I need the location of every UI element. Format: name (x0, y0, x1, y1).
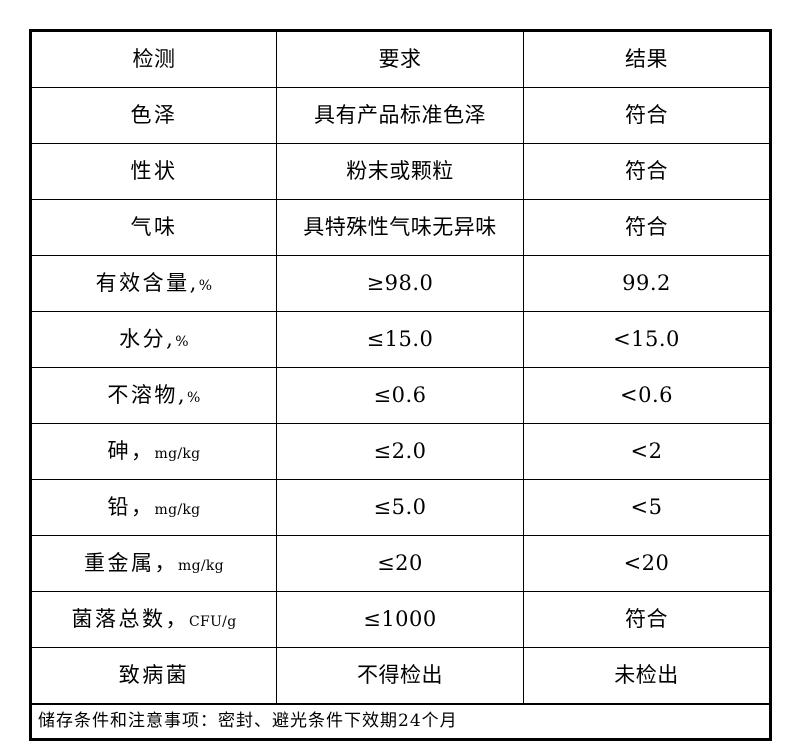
table-footer-row: 储存条件和注意事项：密封、避光条件下效期24个月 (30, 703, 771, 740)
cell-result: 符合 (523, 591, 771, 648)
cell-requirement: 不得检出 (276, 647, 524, 705)
cell-requirement: ≤2.0 (276, 423, 524, 480)
cell-result: <5 (523, 479, 771, 536)
item-label: 致病菌 (118, 663, 190, 688)
item-label: 水分, (119, 327, 176, 352)
item-label: 气味 (130, 215, 178, 240)
cell-result: <0.6 (523, 367, 771, 424)
specification-table: 检测 要求 结果 色泽 具有产品标准色泽 符合 性状 粉末或颗粒 符合 气味 具… (29, 29, 772, 741)
item-unit: mg/kg (178, 558, 224, 575)
item-label: 色泽 (130, 103, 178, 128)
cell-item: 水分,% (30, 311, 277, 368)
item-unit: % (198, 278, 213, 295)
cell-result: 符合 (523, 143, 771, 200)
item-label: 有效含量, (95, 271, 199, 296)
cell-result: 99.2 (523, 255, 771, 312)
item-unit: % (175, 334, 189, 351)
table-row: 铅，mg/kg ≤5.0 <5 (30, 479, 771, 536)
cell-item: 砷，mg/kg (30, 423, 277, 480)
item-unit: % (187, 390, 201, 407)
table-row: 性状 粉末或颗粒 符合 (30, 143, 771, 200)
cell-item: 性状 (30, 143, 277, 200)
table-row: 有效含量,% ≥98.0 99.2 (30, 255, 771, 312)
cell-requirement: 具特殊性气味无异味 (276, 199, 524, 256)
table-row: 重金属，mg/kg ≤20 <20 (30, 535, 771, 592)
cell-item: 不溶物,% (30, 367, 277, 424)
table-body: 检测 要求 结果 色泽 具有产品标准色泽 符合 性状 粉末或颗粒 符合 气味 具… (30, 30, 771, 740)
table-row: 不溶物,% ≤0.6 <0.6 (30, 367, 771, 424)
cell-item: 色泽 (30, 87, 277, 144)
cell-requirement: ≤5.0 (276, 479, 524, 536)
item-label: 砷， (107, 439, 155, 464)
cell-result: <20 (523, 535, 771, 592)
cell-item: 气味 (30, 199, 277, 256)
item-label: 铅， (107, 495, 155, 520)
cell-item: 重金属，mg/kg (30, 535, 277, 592)
cell-requirement: 粉末或颗粒 (276, 143, 524, 200)
cell-requirement: ≤20 (276, 535, 524, 592)
cell-item: 菌落总数，CFU/g (30, 591, 277, 648)
item-unit: mg/kg (154, 446, 201, 463)
table-row: 砷，mg/kg ≤2.0 <2 (30, 423, 771, 480)
table-row: 菌落总数，CFU/g ≤1000 符合 (30, 591, 771, 648)
cell-requirement: ≥98.0 (276, 255, 524, 312)
cell-result: <15.0 (523, 311, 771, 368)
cell-result: 符合 (523, 87, 771, 144)
cell-requirement: ≤15.0 (276, 311, 524, 368)
table-row: 致病菌 不得检出 未检出 (30, 647, 771, 705)
item-label: 菌落总数， (71, 607, 190, 632)
table-row: 色泽 具有产品标准色泽 符合 (30, 87, 771, 144)
column-header-requirement: 要求 (276, 30, 524, 88)
table-row: 气味 具特殊性气味无异味 符合 (30, 199, 771, 256)
cell-requirement: ≤0.6 (276, 367, 524, 424)
item-label: 不溶物, (107, 383, 188, 408)
cell-requirement: 具有产品标准色泽 (276, 87, 524, 144)
cell-result: <2 (523, 423, 771, 480)
column-header-item: 检测 (30, 30, 277, 88)
table-header-row: 检测 要求 结果 (30, 30, 771, 88)
cell-item: 铅，mg/kg (30, 479, 277, 536)
cell-item: 致病菌 (30, 647, 277, 705)
table-row: 水分,% ≤15.0 <15.0 (30, 311, 771, 368)
cell-item: 有效含量,% (30, 255, 277, 312)
cell-result: 符合 (523, 199, 771, 256)
item-unit: CFU/g (189, 614, 237, 631)
cell-requirement: ≤1000 (276, 591, 524, 648)
column-header-result: 结果 (523, 30, 771, 88)
cell-result: 未检出 (523, 647, 771, 705)
item-unit: mg/kg (154, 502, 201, 519)
item-label: 性状 (130, 159, 178, 184)
item-label: 重金属， (84, 551, 179, 576)
storage-note: 储存条件和注意事项：密封、避光条件下效期24个月 (30, 703, 771, 740)
